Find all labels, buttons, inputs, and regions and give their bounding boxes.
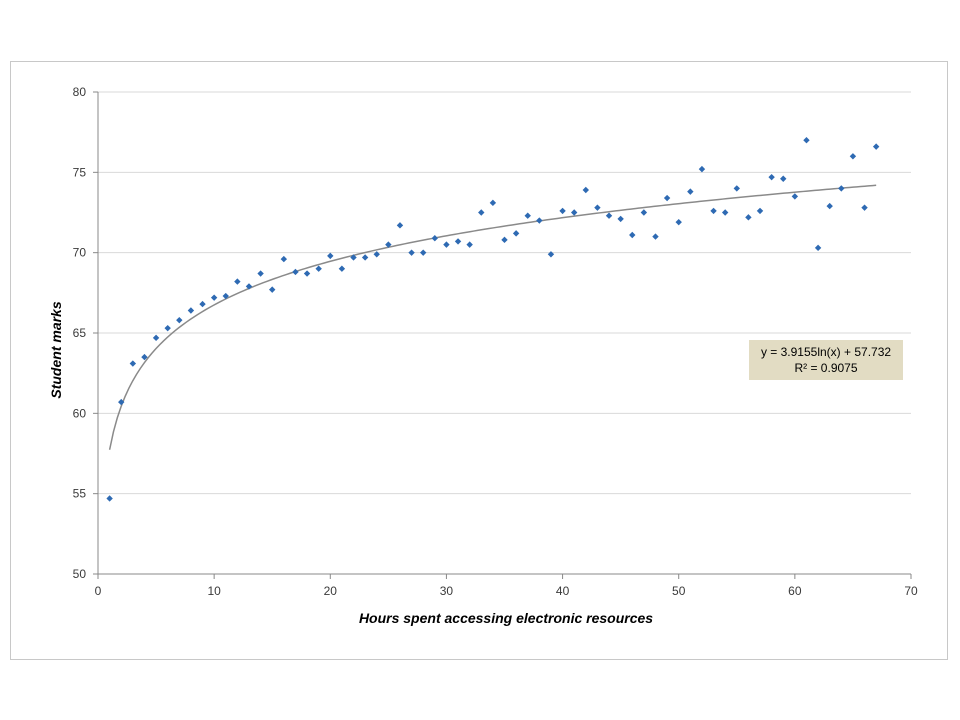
data-point bbox=[478, 209, 485, 216]
data-point bbox=[768, 173, 775, 181]
data-point bbox=[210, 294, 218, 301]
y-tick-label: 50 bbox=[73, 567, 87, 581]
data-point bbox=[838, 185, 845, 192]
data-point bbox=[118, 398, 125, 406]
trendline bbox=[108, 184, 877, 450]
data-point bbox=[141, 353, 148, 361]
data-point bbox=[350, 254, 357, 261]
data-point bbox=[187, 307, 195, 314]
trendline-layer bbox=[108, 184, 877, 450]
x-tick-label: 70 bbox=[904, 584, 918, 598]
data-point bbox=[745, 214, 752, 221]
data-point bbox=[663, 194, 671, 202]
data-point bbox=[803, 137, 810, 144]
data-point bbox=[861, 204, 868, 211]
trendline-r-squared: R² = 0.9075 bbox=[794, 361, 857, 375]
data-point bbox=[164, 324, 171, 332]
data-point bbox=[152, 334, 160, 342]
data-point bbox=[222, 292, 229, 300]
x-tick-label: 50 bbox=[672, 584, 686, 598]
data-point bbox=[594, 204, 601, 211]
data-point bbox=[524, 212, 531, 219]
tick-labels: 50 55 60 65 70 75 80 0 10 20 30 40 50 60 70 bbox=[73, 85, 918, 598]
gridlines bbox=[98, 91, 911, 495]
data-point bbox=[234, 278, 241, 285]
x-tick-label: 20 bbox=[324, 584, 338, 598]
data-point bbox=[454, 238, 462, 245]
data-point bbox=[292, 268, 299, 276]
trendline-equation-box: y = 3.9155ln(x) + 57.732 R² = 0.9075 bbox=[749, 340, 903, 380]
data-point bbox=[570, 209, 578, 216]
data-point bbox=[710, 207, 717, 215]
scatter-chart: 50 55 60 65 70 75 80 0 10 20 30 40 50 60 70 Hours spen… bbox=[48, 85, 918, 626]
data-point bbox=[629, 231, 636, 239]
x-tick-label: 30 bbox=[440, 584, 454, 598]
data-point bbox=[872, 143, 880, 150]
y-tick-label: 80 bbox=[73, 85, 87, 99]
data-point bbox=[199, 300, 206, 308]
trendline-equation: y = 3.9155ln(x) + 57.732 bbox=[761, 345, 891, 359]
data-point bbox=[721, 209, 729, 216]
data-point bbox=[361, 254, 369, 261]
y-tick-label: 70 bbox=[73, 246, 87, 260]
data-point bbox=[385, 241, 392, 248]
data-point bbox=[559, 207, 566, 215]
data-point bbox=[431, 235, 439, 242]
data-point bbox=[106, 495, 113, 502]
data-point bbox=[176, 316, 183, 324]
data-point bbox=[698, 165, 706, 173]
data-point bbox=[814, 244, 822, 252]
data-point bbox=[849, 153, 857, 160]
data-point bbox=[443, 241, 450, 248]
data-point bbox=[338, 265, 346, 272]
data-point bbox=[791, 193, 799, 200]
data-point bbox=[466, 241, 473, 248]
data-point bbox=[547, 251, 555, 258]
x-tick-label: 60 bbox=[788, 584, 802, 598]
data-point bbox=[640, 209, 648, 216]
y-tick-label: 60 bbox=[73, 406, 87, 420]
data-point bbox=[512, 230, 520, 237]
data-point bbox=[756, 207, 764, 215]
data-point bbox=[687, 188, 694, 195]
data-point bbox=[420, 249, 427, 256]
data-point bbox=[373, 251, 380, 258]
data-point bbox=[315, 265, 322, 272]
data-point bbox=[536, 217, 543, 224]
data-point bbox=[780, 175, 787, 182]
data-point bbox=[617, 215, 624, 223]
x-axis-title: Hours spent accessing electronic resourc… bbox=[359, 610, 653, 626]
y-tick-label: 65 bbox=[73, 326, 87, 340]
data-point bbox=[826, 202, 833, 210]
data-point bbox=[675, 218, 682, 226]
axes bbox=[93, 91, 912, 579]
y-axis-title: Student marks bbox=[48, 301, 64, 398]
chart-frame: 50 55 60 65 70 75 80 0 10 20 30 40 50 60 70 Hours spen… bbox=[10, 61, 948, 660]
data-point bbox=[257, 270, 264, 277]
data-point bbox=[280, 255, 288, 263]
data-point bbox=[501, 236, 508, 244]
data-point bbox=[489, 199, 497, 207]
data-point bbox=[733, 185, 740, 192]
y-tick-label: 55 bbox=[73, 487, 87, 501]
data-points bbox=[106, 137, 880, 502]
data-point bbox=[327, 252, 334, 260]
data-point bbox=[396, 222, 404, 229]
data-point bbox=[605, 212, 613, 219]
y-tick-label: 75 bbox=[73, 165, 87, 179]
data-point bbox=[129, 360, 137, 367]
equation-box-background bbox=[749, 340, 903, 380]
data-point bbox=[408, 249, 415, 256]
x-tick-label: 0 bbox=[95, 584, 102, 598]
data-point bbox=[269, 286, 276, 293]
x-tick-label: 40 bbox=[556, 584, 570, 598]
data-point bbox=[652, 233, 659, 240]
data-point bbox=[245, 283, 253, 290]
data-point bbox=[303, 270, 311, 277]
data-point bbox=[582, 186, 589, 194]
x-tick-label: 10 bbox=[207, 584, 221, 598]
